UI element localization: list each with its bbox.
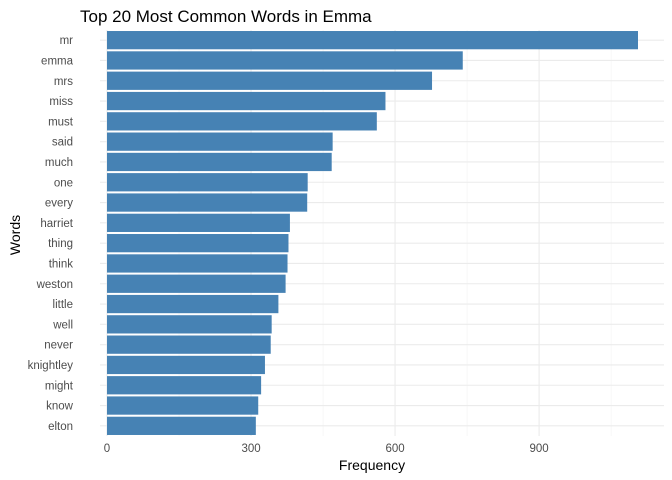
y-axis-title: Words — [7, 215, 23, 255]
y-tick-label: said — [52, 137, 73, 149]
y-tick-label: one — [54, 177, 73, 189]
bar-every — [107, 193, 308, 212]
bar-might — [107, 376, 262, 395]
y-tick-label: harriet — [40, 218, 73, 230]
bar-much — [107, 152, 332, 172]
y-tick-label: thing — [48, 238, 73, 250]
y-tick-label: know — [46, 401, 74, 413]
bar-think — [107, 254, 288, 273]
bar-elton — [107, 416, 256, 435]
y-tick-labels: mr emma mrs miss must said much one every harriet… — [28, 35, 74, 433]
chart-title: Top 20 Most Common Words in Emma — [80, 7, 372, 26]
y-tick-label: every — [45, 198, 73, 210]
bar-harriet — [107, 213, 290, 232]
y-tick-label: elton — [48, 421, 73, 433]
y-tick-label: little — [53, 299, 73, 311]
bar-well — [107, 315, 272, 334]
y-tick-label: miss — [49, 96, 73, 108]
y-tick-label: must — [48, 116, 74, 128]
bars — [107, 31, 638, 435]
y-tick-label: much — [45, 157, 73, 169]
y-tick-label: think — [49, 258, 74, 270]
y-tick-label: mr — [60, 35, 74, 47]
grid — [100, 30, 664, 436]
x-tick-labels: 0 300 600 900 — [104, 443, 549, 455]
bar-must — [107, 112, 377, 131]
bar-mr — [107, 31, 638, 50]
bar-knightley — [107, 355, 265, 375]
bar-never — [107, 335, 271, 354]
y-tick-label: knightley — [28, 360, 74, 372]
bar-mrs — [107, 71, 433, 90]
bar-said — [107, 132, 333, 151]
bar-emma — [107, 51, 463, 70]
bar-thing — [107, 234, 289, 253]
x-tick-label: 300 — [241, 443, 260, 455]
x-tick-label: 900 — [530, 443, 549, 455]
y-tick-label: never — [44, 340, 73, 352]
bar-know — [107, 396, 259, 415]
bar-weston — [107, 274, 286, 293]
y-tick-label: weston — [36, 279, 73, 291]
y-tick-label: might — [45, 380, 74, 392]
bar-one — [107, 173, 308, 192]
x-tick-label: 0 — [104, 443, 110, 455]
bar-miss — [107, 91, 386, 111]
x-axis-title: Frequency — [339, 457, 405, 473]
y-tick-label: well — [52, 319, 73, 331]
x-tick-label: 600 — [385, 443, 404, 455]
y-tick-label: mrs — [54, 76, 73, 88]
y-tick-label: emma — [41, 55, 74, 67]
bar-little — [107, 294, 279, 314]
